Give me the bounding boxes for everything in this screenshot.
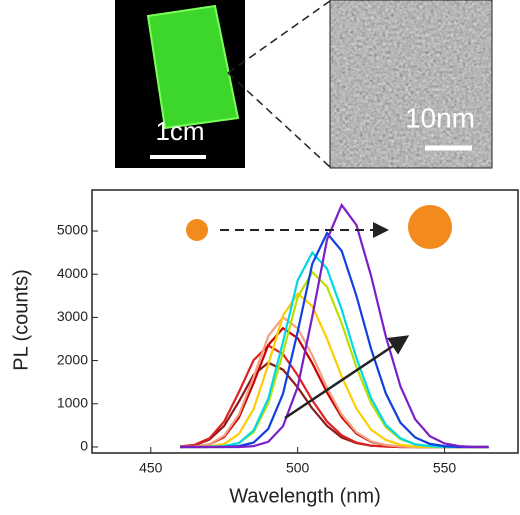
zoom-line [227,0,331,74]
y-tick-label: 3000 [57,308,88,324]
sample-photo [146,4,240,130]
spectrum-line [180,250,489,449]
y-tick-label: 0 [80,438,88,454]
plot-frame [91,189,519,454]
y-tick-label: 4000 [57,265,88,281]
shift-arrow [284,335,410,420]
y-axis-title: PL (counts) [10,269,32,371]
y-tick-label: 1000 [57,394,88,410]
y-tick-label: 2000 [57,351,88,367]
tem-border [329,0,493,169]
x-tick-label: 450 [139,460,163,476]
y-tick-label: 5000 [57,222,88,238]
small-particle [186,219,208,241]
large-particle [408,205,452,249]
x-tick-label: 550 [433,460,457,476]
zoom-line [227,72,331,168]
scale-label: 1cm [155,116,204,146]
spectrum-line [180,202,489,449]
tem-image [330,0,492,168]
x-axis-title: Wavelength (nm) [229,485,381,507]
scale-label: 10nm [405,102,475,133]
x-tick-label: 500 [286,460,310,476]
